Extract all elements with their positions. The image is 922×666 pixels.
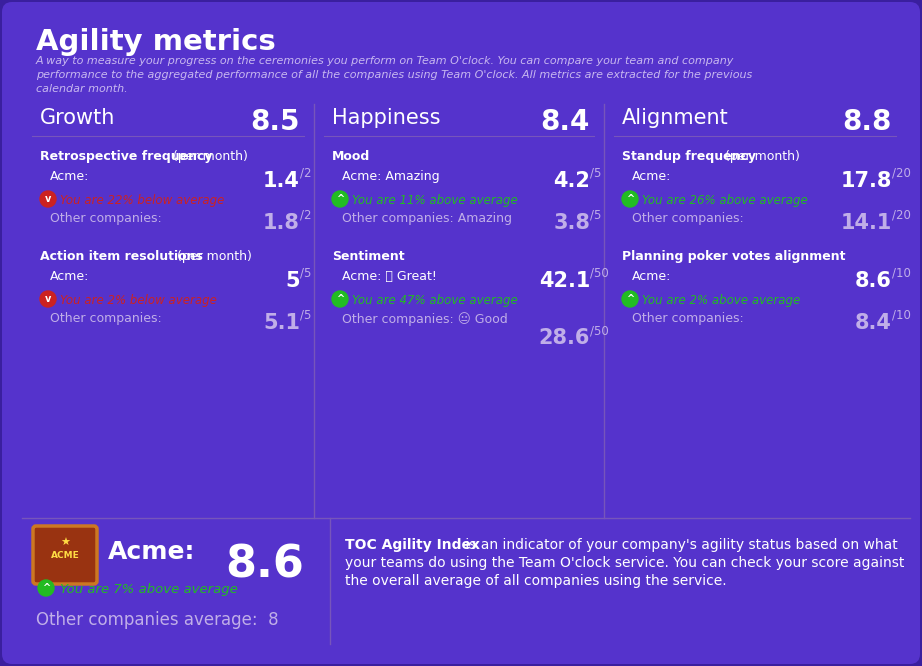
Text: is an indicator of your company's agility status based on what: is an indicator of your company's agilit… — [461, 538, 897, 552]
Text: 8.4: 8.4 — [855, 313, 892, 333]
Text: ACME: ACME — [51, 551, 79, 559]
Circle shape — [332, 291, 348, 307]
Text: Acme: Amazing: Acme: Amazing — [342, 170, 440, 183]
Text: Other companies: Amazing: Other companies: Amazing — [342, 212, 512, 225]
Text: Acme:: Acme: — [50, 170, 89, 183]
Circle shape — [38, 580, 54, 596]
Text: /2: /2 — [300, 209, 312, 222]
Text: 8.8: 8.8 — [843, 108, 892, 136]
Text: ★: ★ — [60, 538, 70, 548]
Text: Standup frequency: Standup frequency — [622, 150, 756, 163]
Text: /5: /5 — [590, 209, 601, 222]
Text: the overall average of all companies using the service.: the overall average of all companies usi… — [345, 574, 727, 588]
Text: You are 2% below average: You are 2% below average — [60, 294, 217, 307]
FancyBboxPatch shape — [33, 526, 97, 584]
Text: calendar month.: calendar month. — [36, 84, 127, 94]
Text: TOC Agility Index: TOC Agility Index — [345, 538, 480, 552]
Text: Acme:: Acme: — [632, 270, 671, 283]
Circle shape — [40, 191, 56, 207]
Text: 42.1: 42.1 — [538, 271, 590, 291]
Text: Planning poker votes alignment: Planning poker votes alignment — [622, 250, 845, 263]
Text: 1.4: 1.4 — [263, 171, 300, 191]
Text: /10: /10 — [892, 309, 911, 322]
Text: You are 11% above average: You are 11% above average — [352, 194, 518, 207]
Text: 8.4: 8.4 — [540, 108, 590, 136]
Text: ^: ^ — [626, 194, 634, 204]
Text: /50: /50 — [590, 324, 609, 337]
Text: You are 22% below average: You are 22% below average — [60, 194, 224, 207]
Text: 5: 5 — [286, 271, 300, 291]
Circle shape — [40, 291, 56, 307]
Text: You are 26% above average: You are 26% above average — [642, 194, 808, 207]
Text: Acme:: Acme: — [108, 540, 195, 564]
Text: Other companies:: Other companies: — [50, 312, 161, 325]
Text: Other companies:: Other companies: — [50, 212, 161, 225]
Circle shape — [332, 191, 348, 207]
Text: 8.5: 8.5 — [251, 108, 300, 136]
Text: 8.6: 8.6 — [225, 543, 304, 586]
Text: 4.2: 4.2 — [553, 171, 590, 191]
Text: Agility metrics: Agility metrics — [36, 28, 276, 56]
Text: /10: /10 — [892, 266, 911, 279]
Text: Alignment: Alignment — [622, 108, 728, 128]
Text: /20: /20 — [892, 209, 911, 222]
Text: ^: ^ — [336, 194, 344, 204]
Text: /2: /2 — [300, 166, 312, 179]
Text: (per month): (per month) — [173, 250, 253, 263]
Text: (per month): (per month) — [173, 150, 248, 163]
Text: Happiness: Happiness — [332, 108, 441, 128]
Text: 3.8: 3.8 — [553, 213, 590, 233]
Text: Other companies:: Other companies: — [632, 212, 744, 225]
Text: (per month): (per month) — [721, 150, 799, 163]
Text: /5: /5 — [300, 266, 312, 279]
Circle shape — [622, 191, 638, 207]
Text: /5: /5 — [590, 166, 601, 179]
Text: Retrospective frequency: Retrospective frequency — [40, 150, 212, 163]
Text: 5.1: 5.1 — [263, 313, 300, 333]
Text: Mood: Mood — [332, 150, 371, 163]
Text: 28.6: 28.6 — [538, 328, 590, 348]
Text: You are 7% above average: You are 7% above average — [60, 583, 238, 596]
Text: Other companies:: Other companies: — [632, 312, 744, 325]
Text: Sentiment: Sentiment — [332, 250, 405, 263]
Text: v: v — [45, 194, 52, 204]
Text: 14.1: 14.1 — [841, 213, 892, 233]
Text: performance to the aggregated performance of all the companies using Team O'cloc: performance to the aggregated performanc… — [36, 70, 752, 80]
Text: You are 2% above average: You are 2% above average — [642, 294, 800, 307]
Text: You are 47% above average: You are 47% above average — [352, 294, 518, 307]
Text: 8.6: 8.6 — [855, 271, 892, 291]
Text: ^: ^ — [41, 583, 50, 593]
Text: ^: ^ — [336, 294, 344, 304]
Text: A way to measure your progress on the ceremonies you perform on Team O'clock. Yo: A way to measure your progress on the ce… — [36, 56, 735, 66]
Text: Growth: Growth — [40, 108, 115, 128]
Text: Acme: 🙂 Great!: Acme: 🙂 Great! — [342, 270, 437, 283]
Text: Other companies average:  8: Other companies average: 8 — [36, 611, 278, 629]
Text: /20: /20 — [892, 166, 911, 179]
Text: /5: /5 — [300, 309, 312, 322]
Text: Acme:: Acme: — [50, 270, 89, 283]
Text: Action item resolutions: Action item resolutions — [40, 250, 203, 263]
Text: 1.8: 1.8 — [263, 213, 300, 233]
Text: v: v — [45, 294, 52, 304]
Circle shape — [622, 291, 638, 307]
Text: Other companies: 😐 Good: Other companies: 😐 Good — [342, 312, 508, 326]
Text: Acme:: Acme: — [632, 170, 671, 183]
Text: your teams do using the Team O'clock service. You can check your score against: your teams do using the Team O'clock ser… — [345, 556, 904, 570]
Text: 17.8: 17.8 — [841, 171, 892, 191]
Text: ^: ^ — [626, 294, 634, 304]
Text: /50: /50 — [590, 266, 609, 279]
